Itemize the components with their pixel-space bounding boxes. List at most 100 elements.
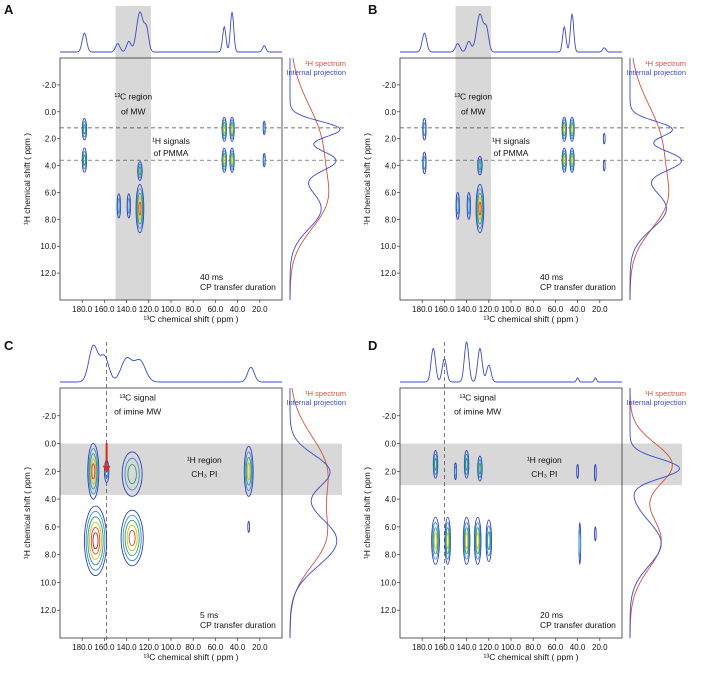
x-tick-label: 60.0 (208, 643, 224, 652)
contour-level (475, 183, 485, 234)
x-axis-label: ¹³C chemical shift ( ppm ) (144, 652, 239, 662)
x-axis-label: ¹³C chemical shift ( ppm ) (484, 314, 579, 324)
side-projection-blue (629, 58, 682, 300)
contour-level (92, 532, 99, 550)
contour-level (138, 166, 142, 176)
x-tick-label: 120.0 (139, 643, 160, 652)
contour-level (262, 155, 266, 165)
contour-level (433, 532, 438, 550)
y-axis-label: ¹H chemical shift ( ppm ) (362, 467, 372, 559)
y-tick-label: 0.0 (45, 440, 57, 449)
contour-level (602, 159, 606, 172)
contour-level (136, 188, 144, 229)
contour-level (422, 122, 426, 137)
contour-level (117, 198, 121, 214)
contour-level (124, 457, 140, 491)
annotation-signal: of PMMA (494, 148, 529, 158)
contour-level (578, 530, 582, 557)
x-tick-label: 160.0 (434, 643, 455, 652)
annotation-duration: CP transfer duration (540, 282, 616, 292)
top-projection (400, 12, 622, 53)
y-tick-label: 12.0 (40, 269, 56, 278)
contour-level (570, 124, 574, 134)
contour-level (431, 516, 440, 565)
annotation-duration: 20 ms (540, 610, 563, 620)
x-tick-label: 160.0 (94, 643, 115, 652)
contour-level (462, 516, 471, 565)
contour-peak (126, 193, 131, 219)
contour-level (137, 161, 143, 181)
y-tick-label: -2.0 (382, 81, 396, 90)
legend-h-spectrum: ¹H spectrum (305, 389, 346, 398)
contour-level (474, 521, 481, 560)
side-projection-red (289, 387, 329, 638)
y-tick-label: 0.0 (385, 108, 397, 117)
x-tick-label: 100.0 (161, 643, 182, 652)
contour-peak (453, 462, 458, 481)
contour-peak (221, 147, 227, 173)
x-tick-label: 160.0 (434, 305, 455, 314)
contour-level (569, 119, 575, 140)
contour-peak (477, 155, 483, 176)
contour-level (454, 465, 457, 477)
contour-level (569, 147, 575, 173)
y-axis-label: ¹H chemical shift ( ppm ) (22, 467, 32, 559)
contour-level (594, 463, 597, 482)
y-tick-label: 10.0 (40, 242, 56, 251)
x-tick-label: 100.0 (501, 305, 522, 314)
annotation-duration: 40 ms (540, 272, 563, 282)
contour-level (229, 150, 235, 171)
annotation-region: of MW (461, 106, 486, 116)
contour-level (137, 163, 142, 179)
y-tick-label: 6.0 (45, 188, 57, 197)
contour-peak (462, 516, 471, 565)
legend-internal-projection: Internal projection (626, 68, 686, 77)
contour-level (247, 520, 251, 533)
contour-level (91, 463, 96, 480)
x-tick-label: 60.0 (548, 305, 564, 314)
contour-level (122, 514, 142, 562)
contour-level (456, 197, 460, 215)
contour-peak (83, 505, 108, 576)
contour-level (422, 155, 426, 170)
y-tick-label: -2.0 (42, 412, 56, 421)
contour-peak (463, 450, 470, 479)
contour-peak (485, 519, 493, 563)
x-tick-label: 120.0 (139, 305, 160, 314)
x-tick-label: 80.0 (185, 305, 201, 314)
contour-peak (87, 443, 100, 500)
y-tick-label: 12.0 (40, 606, 56, 615)
contour-peak (576, 463, 579, 479)
annotation-signal: ¹H signals (492, 136, 530, 146)
annotation-duration: CP transfer duration (540, 620, 616, 630)
x-tick-label: 180.0 (72, 305, 93, 314)
legend-h-spectrum: ¹H spectrum (645, 389, 686, 398)
contour-peak (243, 445, 254, 497)
x-tick-label: 20.0 (252, 305, 268, 314)
contour-level (124, 519, 140, 557)
contour-level (229, 147, 235, 173)
contour-level (126, 193, 131, 219)
contour-level (464, 454, 469, 475)
contour-level (477, 158, 482, 173)
y-axis-label: ¹H chemical shift ( ppm ) (22, 133, 32, 225)
contour-level (230, 124, 234, 134)
contour-level (243, 445, 254, 497)
contour-level (445, 521, 451, 560)
contour-level (487, 531, 491, 551)
x-tick-label: 40.0 (570, 305, 586, 314)
contour-level (137, 197, 143, 221)
x-tick-label: 140.0 (117, 643, 138, 652)
annotation-signal: ¹H signals (152, 136, 190, 146)
panel-c: C -2.0 0.0 2.0 4.0 6.0 8.0 10.0 12.0 180.0 160.0 14… (4, 338, 346, 662)
contour-level (563, 124, 566, 134)
contour-peak (561, 116, 567, 142)
contour-peak (473, 516, 482, 565)
y-tick-label: 6.0 (385, 188, 397, 197)
contour-level (128, 529, 136, 547)
side-projection-red (629, 57, 670, 300)
panel-d: D -2.0 0.0 2.0 4.0 6.0 8.0 10.0 12.0 180.0 160.0 14… (362, 338, 686, 662)
contour-level (562, 119, 567, 140)
contour-level (434, 457, 437, 471)
contour-peak (229, 116, 235, 142)
